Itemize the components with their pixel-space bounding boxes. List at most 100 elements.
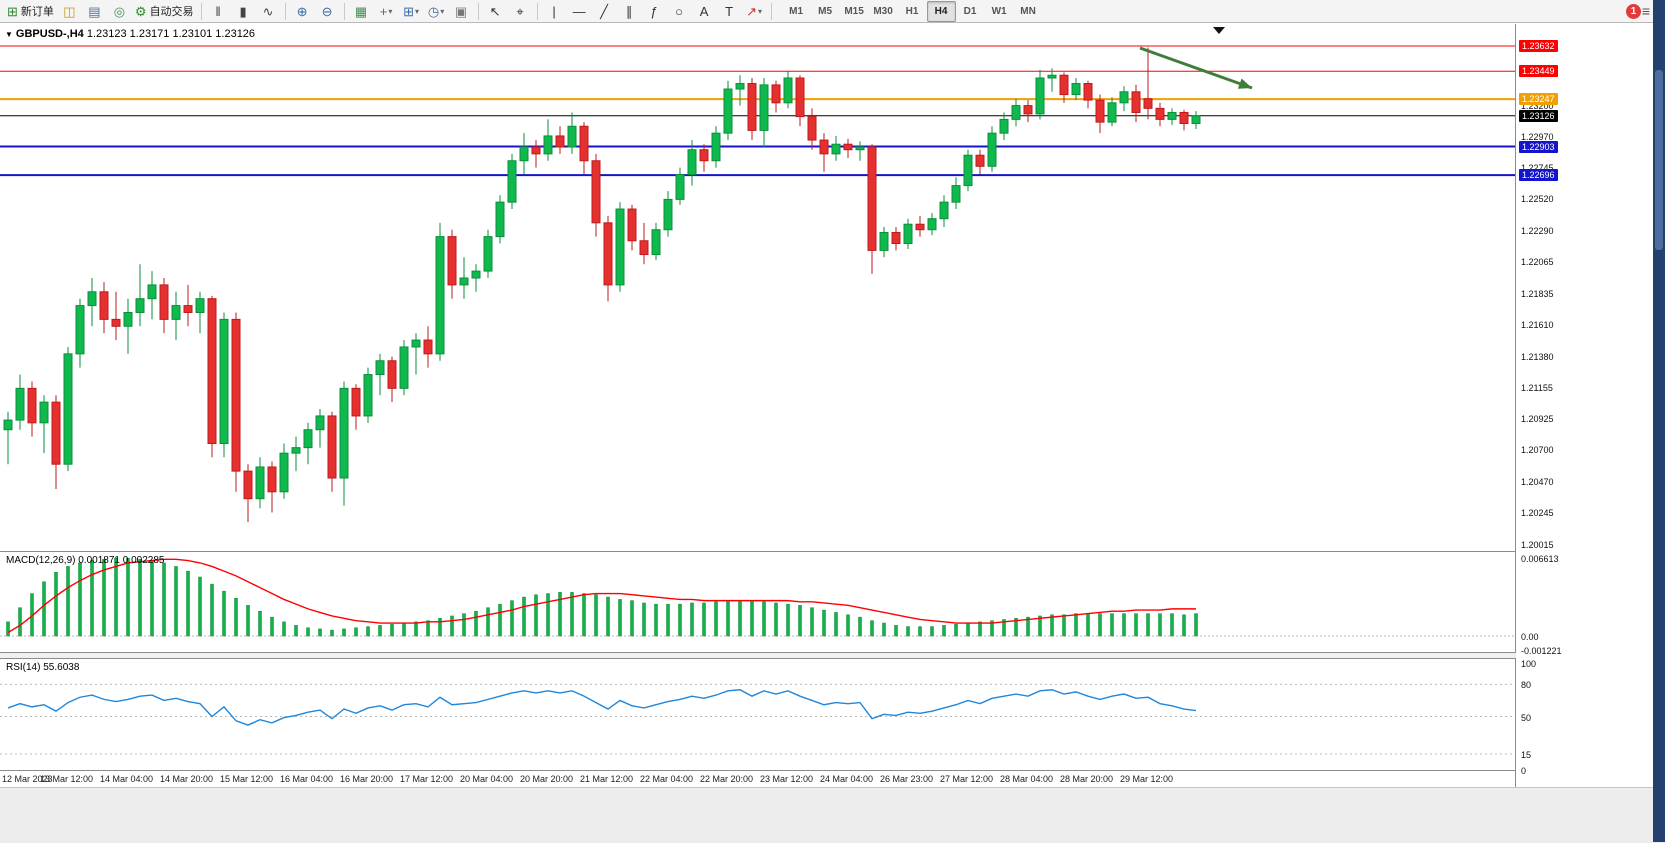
rsi-chart[interactable] [0, 659, 1515, 770]
grid-icon: ▦ [354, 3, 368, 19]
fibonacci-button[interactable]: ƒ [642, 1, 667, 22]
panel-splitter[interactable] [0, 653, 1516, 659]
price-badge-support-2: 1.22696 [1519, 169, 1558, 182]
timeframe-mn[interactable]: MN [1020, 5, 1036, 17]
toolbar-separator [200, 2, 202, 20]
toolbar-separator [536, 2, 538, 20]
price-tick: 1.21610 [1521, 319, 1554, 330]
time-label: 24 Mar 04:00 [820, 774, 874, 784]
price-scale[interactable]: 1.23200 1.22970 1.22745 1.22520 1.22290 1.220… [1516, 24, 1653, 787]
timeframe-m5[interactable]: M5 [818, 5, 833, 17]
market-watch-icon: ◫ [63, 3, 76, 19]
arrows-icon: ↗ [746, 3, 757, 19]
price-tick: 1.21380 [1521, 351, 1554, 362]
chart-image-button[interactable]: ▣ [449, 1, 474, 22]
fibonacci-icon: ƒ [650, 3, 658, 19]
new-order-icon: ⊞ [7, 3, 18, 19]
notification-badge[interactable]: 1 [1626, 4, 1641, 19]
scrollbar-thumb[interactable] [1655, 70, 1663, 250]
toolbar-tools: ⊞ 新订单 ◫ ▤ ◎ ⚙ 自动交易 ‖ ▮ ∿ ⊕ ⊖ ▦ + ▾ ⊞ ▾ ◷ ▾ ▣ ↖ ⌖ | — ╱ ∥ ƒ ○ A T ↗ ▾ [4, 1, 776, 22]
cursor-button[interactable]: ↖ [483, 1, 508, 22]
autotrading-icon: ⚙ [134, 3, 147, 19]
rsi-scale-label: 15 [1521, 749, 1532, 760]
macd-scale-label: -0.001221 [1521, 646, 1562, 657]
horizontal-line-button[interactable]: — [567, 1, 592, 22]
label-button[interactable]: T [717, 1, 742, 22]
time-label: 26 Mar 23:00 [880, 774, 934, 784]
data-window-icon: ▤ [88, 3, 101, 19]
price-tick: 1.22290 [1521, 226, 1554, 237]
channel-button[interactable]: ∥ [617, 1, 642, 22]
macd-panel[interactable] [0, 552, 1516, 653]
main-chart-panel[interactable] [0, 24, 1516, 552]
ohlc-readout: 1.23123 1.23171 1.23101 1.23126 [86, 28, 256, 40]
rsi-scale-label: 0 [1521, 766, 1527, 776]
candlestick-chart[interactable] [0, 24, 1515, 551]
bar-chart-button[interactable]: ‖ [206, 1, 231, 22]
text-icon: A [699, 3, 709, 19]
timeframe-h1[interactable]: H1 [905, 5, 919, 17]
crosshair-button[interactable]: ⌖ [508, 1, 533, 22]
time-axis[interactable]: 12 Mar 2023 13 Mar 12:00 14 Mar 04:00 14 Ma… [0, 771, 1516, 787]
indicators-button[interactable]: + ▾ [374, 1, 399, 22]
timeframe-h4[interactable]: H4 [926, 0, 956, 22]
timeframe-d1[interactable]: D1 [963, 5, 977, 17]
price-tick: 1.22520 [1521, 194, 1554, 205]
chart-title: ▼ GBPUSD-,H4 1.23123 1.23171 1.23101 1.23… [5, 28, 255, 40]
toolbar-separator [284, 2, 286, 20]
time-label: 14 Mar 04:00 [100, 774, 154, 784]
timeframe-m30[interactable]: M30 [873, 5, 893, 17]
vertical-scrollbar[interactable] [1653, 0, 1665, 842]
time-label: 16 Mar 20:00 [340, 774, 394, 784]
macd-chart[interactable] [0, 552, 1515, 652]
timeframe-w1[interactable]: W1 [991, 5, 1007, 17]
shapes-icon: ○ [675, 3, 683, 19]
navigator-button[interactable]: ◎ [107, 1, 132, 22]
new-order-button[interactable]: ⊞ 新订单 [4, 1, 57, 22]
rsi-scale-label: 80 [1521, 680, 1532, 691]
autotrading-button-label: 自动交易 [149, 6, 194, 18]
zoom-out-icon: ⊖ [321, 3, 333, 19]
indicators-icon: + [379, 3, 388, 19]
new-chart-button[interactable]: ⊞ ▾ [399, 1, 424, 22]
time-label: 15 Mar 12:00 [220, 774, 274, 784]
data-window-button[interactable]: ▤ [82, 1, 107, 22]
menu-icon[interactable]: ≡ [1641, 3, 1650, 19]
grid-button[interactable]: ▦ [349, 1, 374, 22]
price-tick: 1.20470 [1521, 477, 1554, 488]
rsi-scale-label: 100 [1521, 659, 1537, 669]
shapes-button[interactable]: ○ [667, 1, 692, 22]
zoom-in-button[interactable]: ⊕ [290, 1, 315, 22]
candlestick-chart-button[interactable]: ▮ [231, 1, 256, 22]
trend-arrow-annotation[interactable] [1139, 46, 1253, 90]
line-chart-icon: ∿ [262, 3, 274, 19]
autotrading-button[interactable]: ⚙ 自动交易 [132, 1, 197, 22]
label-icon: T [725, 3, 734, 19]
arrows-button[interactable]: ↗ ▾ [742, 1, 767, 22]
period-button[interactable]: ◷ ▾ [424, 1, 449, 22]
new-order-button-label: 新订单 [20, 6, 54, 18]
vertical-line-button[interactable]: | [542, 1, 567, 22]
timeframe-m15[interactable]: M15 [844, 5, 864, 17]
timeframe-m1[interactable]: M1 [789, 5, 804, 17]
zoom-out-button[interactable]: ⊖ [315, 1, 340, 22]
text-button[interactable]: A [692, 1, 717, 22]
price-badge-support-1: 1.22903 [1519, 140, 1558, 153]
crosshair-icon: ⌖ [516, 3, 524, 19]
time-label: 28 Mar 04:00 [1000, 774, 1054, 784]
market-watch-button[interactable]: ◫ [57, 1, 82, 22]
rsi-panel[interactable] [0, 659, 1516, 771]
horizontal-levels [0, 45, 1515, 177]
object-marker[interactable] [1213, 27, 1225, 34]
chart-menu-icon[interactable]: ▼ [5, 30, 13, 39]
price-badge-resistance-2: 1.23449 [1519, 65, 1558, 78]
time-label: 21 Mar 12:00 [580, 774, 634, 784]
trendline-button[interactable]: ╱ [592, 1, 617, 22]
time-label: 20 Mar 04:00 [460, 774, 514, 784]
macd-scale-label: 0.00 [1521, 632, 1539, 642]
clock-icon: ◷ [427, 3, 440, 19]
toolbar: ⊞ 新订单 ◫ ▤ ◎ ⚙ 自动交易 ‖ ▮ ∿ ⊕ ⊖ ▦ + ▾ ⊞ ▾ ◷ ▾ ▣ ↖ ⌖ | — ╱ ∥ ƒ ○ A T ↗ ▾ M1… [0, 0, 1665, 23]
candlestick-chart-icon: ▮ [239, 3, 247, 19]
price-tick: 1.22745 [1521, 162, 1554, 174]
line-chart-button[interactable]: ∿ [256, 1, 281, 22]
